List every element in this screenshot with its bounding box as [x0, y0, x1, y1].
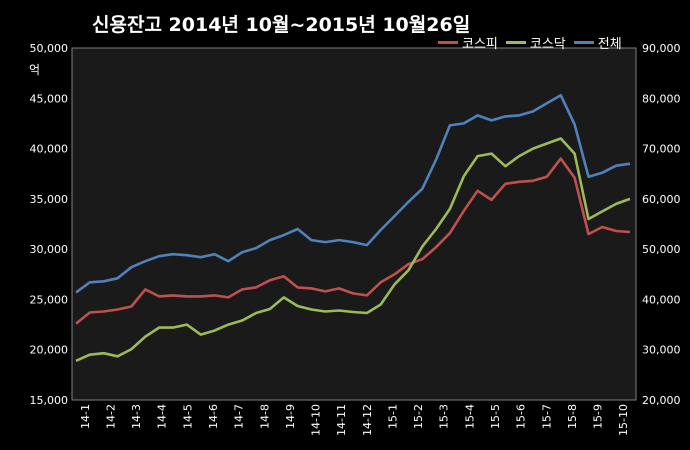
right-axis-ticks: 20,000 30,000 40,000 50,000 60,000 70,000 80,0…	[642, 42, 681, 407]
x-tick-label: 14-7	[233, 404, 246, 429]
x-tick-label: 15-3	[438, 404, 451, 429]
x-tick-label: 14-10	[310, 404, 323, 436]
legend-swatch-kosdaq	[505, 41, 526, 44]
x-tick-label: 14-2	[104, 404, 117, 429]
legend-item-kospi: 코스피	[438, 33, 498, 52]
x-tick-label: 15-5	[489, 404, 502, 429]
series-line-1	[75, 137, 631, 362]
right-tick-label: 20,000	[642, 394, 681, 407]
x-tick-label: 14-4	[156, 404, 169, 429]
left-tick-label: 50,000	[30, 42, 69, 55]
x-tick-label: 15-8	[566, 404, 579, 429]
x-tick-label: 14-8	[258, 404, 271, 429]
chart-title: 신용잔고 2014년 10월~2015년 10월26일	[92, 14, 471, 36]
x-tick-label: 14-5	[181, 404, 194, 429]
right-tick-label: 60,000	[642, 193, 681, 206]
left-tick-label: 30,000	[30, 243, 69, 256]
x-tick-label: 15-6	[515, 404, 528, 429]
right-tick-label: 40,000	[642, 293, 681, 306]
x-tick-label: 14-11	[335, 404, 348, 436]
right-tick-label: 30,000	[642, 344, 681, 357]
series-line-0	[75, 157, 631, 325]
legend-label-kospi: 코스피	[462, 37, 498, 52]
left-tick-label: 25,000	[30, 293, 69, 306]
left-tick-label: 40,000	[30, 143, 69, 156]
right-tick-label: 70,000	[642, 143, 681, 156]
left-axis-ticks: 15,000 20,000 25,000 30,000 35,000 40,000 45,0…	[30, 42, 69, 407]
x-tick-label: 15-2	[412, 404, 425, 429]
x-tick-label: 14-3	[130, 404, 143, 429]
series-lines	[75, 94, 631, 362]
right-tick-label: 50,000	[642, 243, 681, 256]
right-tick-label: 90,000	[642, 42, 681, 55]
left-tick-label: 20,000	[30, 344, 69, 357]
x-tick-label: 15-4	[463, 404, 476, 429]
legend-swatch-total	[573, 41, 594, 44]
x-axis-ticks: 14-1 14-2 14-3 14-4 14-5 14-6 14-7 14-8 14-9 14-1…	[79, 404, 630, 436]
legend-label-kosdaq: 코스닥	[529, 37, 566, 52]
x-tick-label: 14-12	[361, 404, 374, 436]
x-tick-label: 15-9	[592, 404, 605, 429]
right-tick-label: 80,000	[642, 92, 681, 105]
series-line-2	[75, 94, 631, 294]
x-tick-label: 14-6	[207, 404, 220, 429]
x-tick-label: 15-1	[386, 404, 399, 429]
y-axis-unit: 억	[29, 63, 41, 77]
legend-item-kosdaq: 코스닥	[505, 33, 566, 52]
x-tick-label: 15-7	[540, 404, 553, 429]
left-tick-label: 45,000	[30, 92, 69, 105]
left-tick-label: 35,000	[30, 193, 69, 206]
legend: 코스피 코스닥 전체	[438, 33, 622, 52]
left-tick-label: 15,000	[30, 394, 69, 407]
legend-label-total: 전체	[597, 37, 622, 52]
x-tick-label: 14-1	[79, 404, 92, 429]
x-tick-label: 14-9	[284, 404, 297, 429]
legend-item-total: 전체	[573, 33, 622, 52]
x-tick-label: 15-10	[617, 404, 630, 436]
legend-swatch-kospi	[438, 41, 458, 44]
